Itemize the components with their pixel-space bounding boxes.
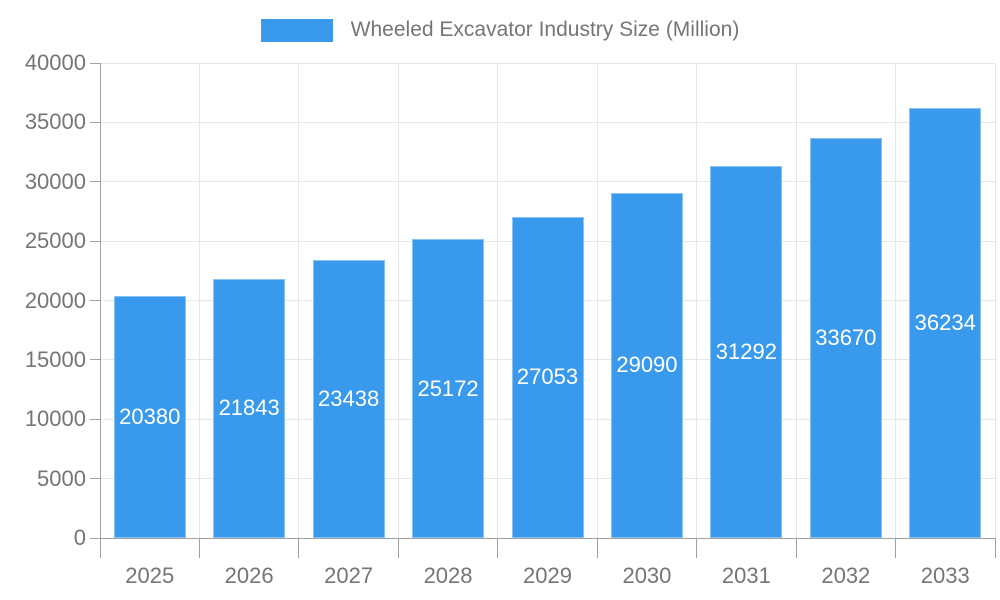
y-axis-tick [90, 300, 100, 301]
x-gridline [696, 63, 698, 538]
plot-area: 0 5000 10000 15000 20000 25000 30000 35000 40000… [25, 52, 996, 588]
y-gridline [100, 181, 995, 183]
x-gridline [596, 63, 598, 538]
y-axis-label: 25000 [24, 228, 86, 254]
y-axis-tick [90, 181, 100, 183]
bar-2028[interactable] [412, 239, 485, 538]
bar-value-label: 36234 [914, 309, 976, 335]
x-gridline [298, 63, 300, 538]
x-axis-tick [895, 538, 897, 558]
x-axis-label: 2029 [523, 563, 572, 588]
x-gridline [497, 63, 499, 538]
bar-value-label: 27053 [516, 364, 579, 390]
x-axis-label: 2030 [622, 563, 672, 588]
x-gridline [795, 63, 797, 538]
bar-2025[interactable] [113, 295, 186, 538]
bar-value-label: 33670 [815, 325, 877, 351]
x-axis-label: 2032 [821, 563, 871, 588]
x-axis-tick [696, 538, 698, 558]
x-gridline [994, 63, 996, 538]
y-axis-tick [90, 62, 100, 64]
bar-value-label: 20380 [119, 403, 181, 429]
bar-value-label: 29090 [616, 352, 678, 378]
bar-2031[interactable] [710, 166, 783, 538]
y-gridline [100, 537, 995, 539]
bar-2033[interactable] [909, 107, 982, 538]
y-axis-tick [90, 240, 100, 242]
bar-2029[interactable] [511, 216, 584, 538]
x-gridline [895, 63, 897, 538]
bar-value-label: 25172 [417, 375, 479, 401]
y-axis-tick [90, 537, 100, 539]
y-axis-tick [90, 478, 100, 480]
x-gridline [198, 63, 200, 538]
x-gridline [397, 63, 399, 538]
bar-value-label: 31292 [715, 339, 777, 365]
y-axis-label: 10000 [24, 406, 86, 432]
x-axis-label: 2028 [423, 563, 473, 588]
x-axis-label: 2033 [920, 563, 970, 588]
y-gridline [100, 62, 995, 64]
y-axis-label: 20000 [24, 287, 86, 313]
y-axis-label: 40000 [24, 50, 86, 75]
y-axis-tick [90, 121, 100, 123]
bar-2032[interactable] [809, 138, 882, 538]
x-axis-label: 2027 [324, 563, 374, 588]
y-axis-line [99, 63, 101, 558]
y-axis-label: 0 [73, 525, 86, 550]
x-axis-tick [198, 538, 200, 558]
y-axis-tick [90, 359, 100, 361]
x-axis-tick [795, 538, 797, 558]
y-axis-tick [90, 418, 100, 420]
x-axis-label: 2026 [224, 563, 274, 588]
bar-value-label: 23438 [318, 385, 380, 411]
legend-label: Wheeled Excavator Industry Size (Million… [350, 18, 740, 41]
y-gridline [100, 121, 995, 123]
x-axis-label: 2031 [721, 563, 771, 588]
bar-2026[interactable] [213, 278, 286, 538]
bar-2030[interactable] [610, 192, 683, 538]
legend-swatch [260, 18, 333, 42]
y-axis-label: 35000 [24, 109, 86, 135]
chart-legend[interactable]: Wheeled Excavator Industry Size (Million… [0, 18, 1000, 42]
x-axis-label: 2025 [125, 563, 175, 588]
bar-value-label: 21843 [218, 395, 280, 421]
x-axis-tick [298, 538, 300, 558]
x-axis-tick [994, 538, 996, 558]
x-axis-tick [497, 538, 499, 558]
y-axis-label: 15000 [24, 346, 86, 372]
bar-2027[interactable] [312, 259, 385, 538]
y-axis-label: 5000 [37, 465, 86, 491]
y-axis-label: 30000 [24, 168, 86, 194]
x-axis-tick [397, 538, 399, 558]
x-axis-tick [596, 538, 598, 558]
